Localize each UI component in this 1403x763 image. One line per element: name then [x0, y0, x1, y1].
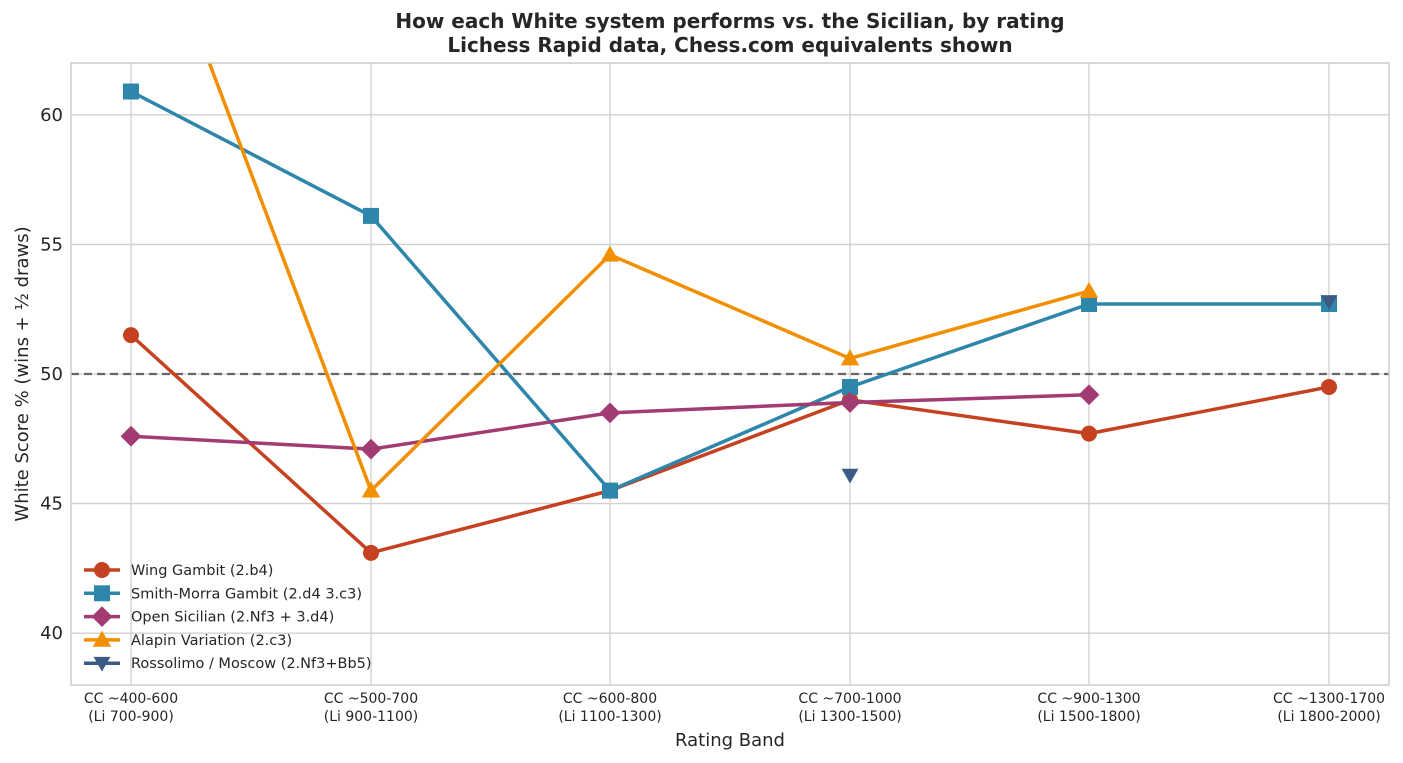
x-axis-label: Rating Band [675, 730, 785, 751]
x-tick-sublabel: (Li 1300-1500) [798, 709, 901, 725]
chart-subtitle: Lichess Rapid data, Chess.com equivalent… [447, 33, 1012, 57]
y-tick-label: 55 [40, 234, 63, 255]
x-ticks: CC ~400-600 (Li 700-900) CC ~500-700 (Li 90… [84, 691, 1385, 725]
legend-marker [93, 656, 111, 672]
data-point [1321, 378, 1337, 395]
x-tick-label: CC ~1300-1700 [1273, 691, 1385, 707]
legend-label: Smith-Morra Gambit (2.d4 3.c3) [131, 586, 362, 602]
legend-marker [94, 562, 110, 578]
x-tick-sublabel: (Li 700-900) [88, 709, 174, 725]
data-point [840, 349, 860, 366]
legend-entry: Rossolimo / Moscow (2.Nf3+Bb5) [84, 656, 372, 672]
legend-label: Rossolimo / Moscow (2.Nf3+Bb5) [131, 656, 372, 672]
legend-entry: Open Sicilian (2.Nf3 + 3.d4) [84, 606, 334, 627]
y-tick-label: 50 [40, 364, 63, 385]
data-point [1081, 296, 1097, 313]
legend-label: Wing Gambit (2.b4) [131, 563, 273, 579]
legend-entry: Alapin Variation (2.c3) [84, 630, 292, 649]
legend-marker [92, 630, 112, 647]
data-point [120, 425, 142, 447]
data-point [1078, 384, 1100, 406]
data-point [841, 468, 859, 484]
data-point [599, 402, 621, 424]
data-point [600, 245, 620, 262]
y-axis-label: White Score % (wins + ½ draws) [12, 226, 33, 521]
x-tick-sublabel: (Li 1100-1300) [558, 709, 661, 725]
x-tick-sublabel: (Li 1800-2000) [1277, 709, 1380, 725]
y-ticks: 40 45 50 55 60 [40, 105, 63, 644]
legend-marker [94, 585, 110, 602]
plot-border [70, 62, 1390, 686]
data-point [360, 438, 382, 460]
legend: Wing Gambit (2.b4) Smith-Morra Gambit (2.… [84, 562, 372, 672]
x-tick-label: CC ~900-1300 [1037, 691, 1140, 707]
data-point [1079, 281, 1099, 298]
data-point [363, 207, 379, 224]
data-point [842, 378, 858, 395]
y-tick-label: 60 [40, 105, 63, 126]
legend-label: Open Sicilian (2.Nf3 + 3.d4) [131, 610, 334, 626]
x-tick-label: CC ~600-800 [563, 691, 657, 707]
x-tick-label: CC ~400-600 [84, 691, 178, 707]
series-line-1 [129, 89, 1331, 493]
data-point [363, 544, 379, 561]
legend-label: Alapin Variation (2.c3) [131, 633, 292, 649]
y-tick-label: 40 [40, 623, 63, 644]
data-point [123, 83, 139, 100]
data-point [361, 481, 381, 498]
data-point [839, 392, 861, 413]
x-tick-sublabel: (Li 900-1100) [324, 709, 418, 725]
x-tick-label: CC ~700-1000 [798, 691, 901, 707]
data-point [123, 327, 139, 344]
legend-entry: Wing Gambit (2.b4) [84, 562, 273, 579]
data-point [602, 482, 618, 499]
y-tick-label: 45 [40, 494, 63, 515]
x-tick-label: CC ~500-700 [324, 691, 418, 707]
series-markers [120, 83, 1338, 561]
data-point [1081, 425, 1097, 442]
legend-entry: Smith-Morra Gambit (2.d4 3.c3) [84, 585, 362, 602]
series-line-0 [129, 333, 1331, 555]
chart-title: How each White system performs vs. the S… [395, 9, 1064, 33]
data-point [1320, 295, 1338, 310]
x-tick-sublabel: (Li 1500-1800) [1037, 709, 1140, 725]
legend-marker [91, 606, 113, 627]
